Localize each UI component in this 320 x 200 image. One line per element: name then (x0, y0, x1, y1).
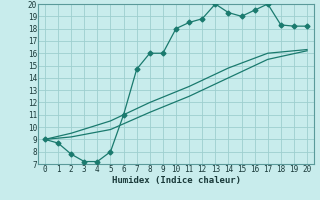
X-axis label: Humidex (Indice chaleur): Humidex (Indice chaleur) (111, 176, 241, 185)
